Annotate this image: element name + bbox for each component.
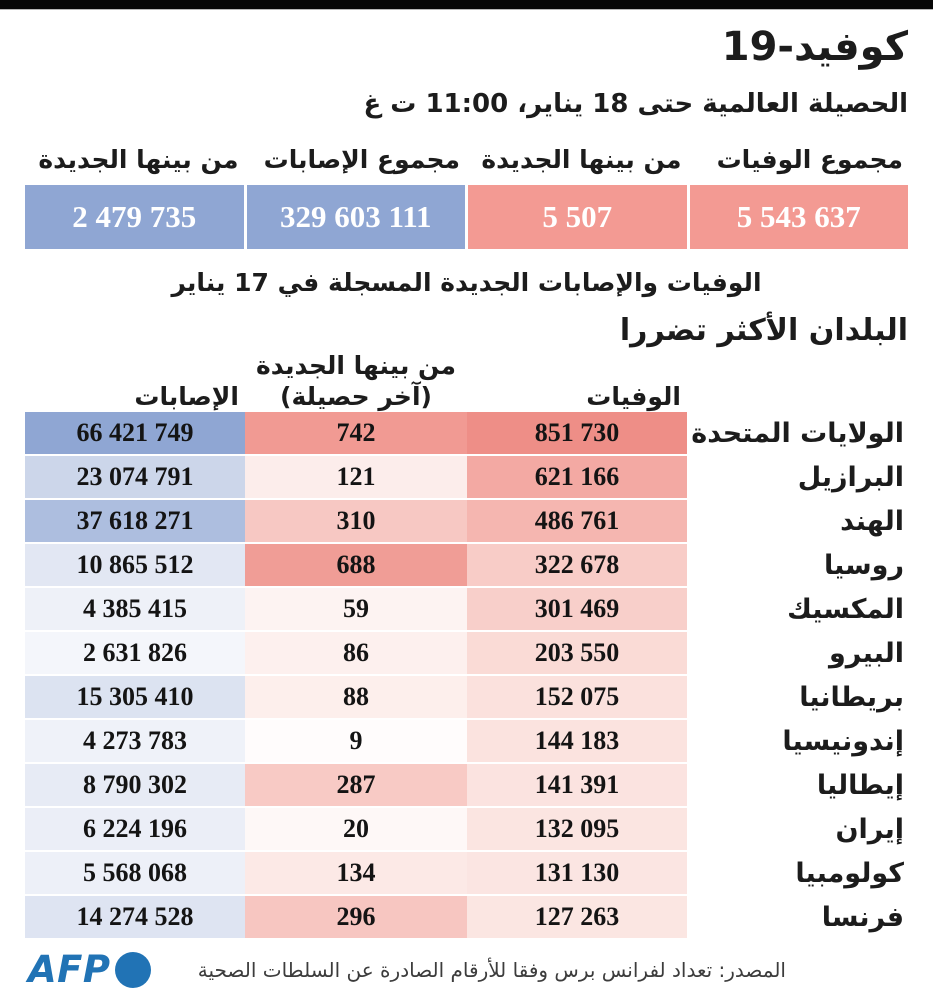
new-deaths-value: 287 xyxy=(245,764,467,808)
deaths-value: 203 550 xyxy=(467,632,687,676)
column-header-new-deaths-line2: (آخر حصيلة) xyxy=(280,382,432,411)
deaths-value: 132 095 xyxy=(467,808,687,852)
page-subtitle: الحصيلة العالمية حتى 18 يناير، 11:00 ت غ xyxy=(363,89,908,119)
new-deaths-value: 88 xyxy=(245,676,467,720)
new-deaths-value: 296 xyxy=(245,896,467,940)
summary-header-row: مجموع الوفيات من بينها الجديدة مجموع الإ… xyxy=(25,133,908,175)
country-label: الولايات المتحدة xyxy=(691,417,904,449)
page-title: كوفيد-19 xyxy=(721,24,908,70)
deaths-value: 851 730 xyxy=(467,412,687,456)
deaths-value: 152 075 xyxy=(467,676,687,720)
table-header-row: الوفيات من بينها الجديدة (آخر حصيلة) الإ… xyxy=(25,350,908,412)
cases-value: 4 273 783 xyxy=(25,720,245,764)
afp-logo: AFP xyxy=(28,948,151,991)
country-label: إندونيسيا xyxy=(782,725,904,757)
table-row: الهند 486 761 310 37 618 271 xyxy=(25,500,908,544)
country-label: روسيا xyxy=(823,549,904,581)
country-label: فرنسا xyxy=(821,901,904,933)
country-label: البرازيل xyxy=(797,461,904,493)
country-label: الهند xyxy=(840,505,904,537)
new-deaths-value: 59 xyxy=(245,588,467,632)
summary-header-deaths-new: من بينها الجديدة xyxy=(481,145,682,174)
summary-note: الوفيات والإصابات الجديدة المسجلة في 17 … xyxy=(171,268,762,297)
summary-value-cases-total: 329 603 111 xyxy=(246,185,465,249)
table-row: روسيا 322 678 688 10 865 512 xyxy=(25,544,908,588)
country-label: إيران xyxy=(835,813,905,845)
deaths-value: 144 183 xyxy=(467,720,687,764)
table-row: كولومبيا 131 130 134 5 568 068 xyxy=(25,852,908,896)
table-row: فرنسا 127 263 296 14 274 528 xyxy=(25,896,908,940)
deaths-value: 301 469 xyxy=(467,588,687,632)
table-row: البرازيل 621 166 121 23 074 791 xyxy=(25,456,908,500)
deaths-value: 621 166 xyxy=(467,456,687,500)
new-deaths-value: 688 xyxy=(245,544,467,588)
column-header-new-deaths: من بينها الجديدة (آخر حصيلة) xyxy=(245,350,467,412)
table-row: المكسيك 301 469 59 4 385 415 xyxy=(25,588,908,632)
cases-value: 5 568 068 xyxy=(25,852,245,896)
deaths-value: 131 130 xyxy=(467,852,687,896)
top-black-bar xyxy=(0,0,933,10)
country-label: إيطاليا xyxy=(816,769,904,801)
cases-value: 66 421 749 xyxy=(25,412,245,456)
table-row: إندونيسيا 144 183 9 4 273 783 xyxy=(25,720,908,764)
country-label: البيرو xyxy=(828,637,904,669)
cases-value: 23 074 791 xyxy=(25,456,245,500)
countries-table: الولايات المتحدة 851 730 742 66 421 749 البر… xyxy=(25,412,908,940)
new-deaths-value: 134 xyxy=(245,852,467,896)
cases-value: 4 385 415 xyxy=(25,588,245,632)
footer: AFP المصدر: تعداد لفرانس برس وفقا للأرقا… xyxy=(0,938,933,1000)
summary-value-deaths-total: 5 543 637 xyxy=(689,185,908,249)
deaths-value: 127 263 xyxy=(467,896,687,940)
table-row: الولايات المتحدة 851 730 742 66 421 749 xyxy=(25,412,908,456)
source-note: المصدر: تعداد لفرانس برس وفقا للأرقام ال… xyxy=(197,958,786,982)
deaths-value: 322 678 xyxy=(467,544,687,588)
deaths-value: 141 391 xyxy=(467,764,687,808)
section-title: البلدان الأكثر تضررا xyxy=(619,313,908,348)
table-row: البيرو 203 550 86 2 631 826 xyxy=(25,632,908,676)
afp-logo-text: AFP xyxy=(28,948,111,991)
cases-value: 8 790 302 xyxy=(25,764,245,808)
summary-value-row: 5 543 637 5 507 329 603 111 2 479 735 xyxy=(25,185,908,249)
new-deaths-value: 86 xyxy=(245,632,467,676)
summary-value-cases-new: 2 479 735 xyxy=(25,185,244,249)
country-label: بريطانيا xyxy=(799,681,904,713)
table-row: إيران 132 095 20 6 224 196 xyxy=(25,808,908,852)
column-header-deaths: الوفيات xyxy=(586,382,681,411)
summary-header-deaths-total: مجموع الوفيات xyxy=(716,145,903,174)
column-header-new-deaths-line1: من بينها الجديدة xyxy=(255,351,457,380)
table-row: بريطانيا 152 075 88 15 305 410 xyxy=(25,676,908,720)
summary-header-cases-total: مجموع الإصابات xyxy=(263,145,460,174)
column-header-cases: الإصابات xyxy=(134,382,239,411)
cases-value: 6 224 196 xyxy=(25,808,245,852)
afp-logo-dot-icon xyxy=(114,951,151,988)
country-label: كولومبيا xyxy=(795,857,904,889)
summary-value-deaths-new: 5 507 xyxy=(468,185,687,249)
deaths-value: 486 761 xyxy=(467,500,687,544)
cases-value: 2 631 826 xyxy=(25,632,245,676)
cases-value: 10 865 512 xyxy=(25,544,245,588)
country-label: المكسيك xyxy=(787,593,904,625)
new-deaths-value: 310 xyxy=(245,500,467,544)
cases-value: 37 618 271 xyxy=(25,500,245,544)
global-summary: مجموع الوفيات من بينها الجديدة مجموع الإ… xyxy=(0,133,933,249)
summary-header-cases-new: من بينها الجديدة xyxy=(38,145,239,174)
table-row: إيطاليا 141 391 287 8 790 302 xyxy=(25,764,908,808)
cases-value: 15 305 410 xyxy=(25,676,245,720)
cases-value: 14 274 528 xyxy=(25,896,245,940)
new-deaths-value: 9 xyxy=(245,720,467,764)
new-deaths-value: 20 xyxy=(245,808,467,852)
new-deaths-value: 121 xyxy=(245,456,467,500)
new-deaths-value: 742 xyxy=(245,412,467,456)
